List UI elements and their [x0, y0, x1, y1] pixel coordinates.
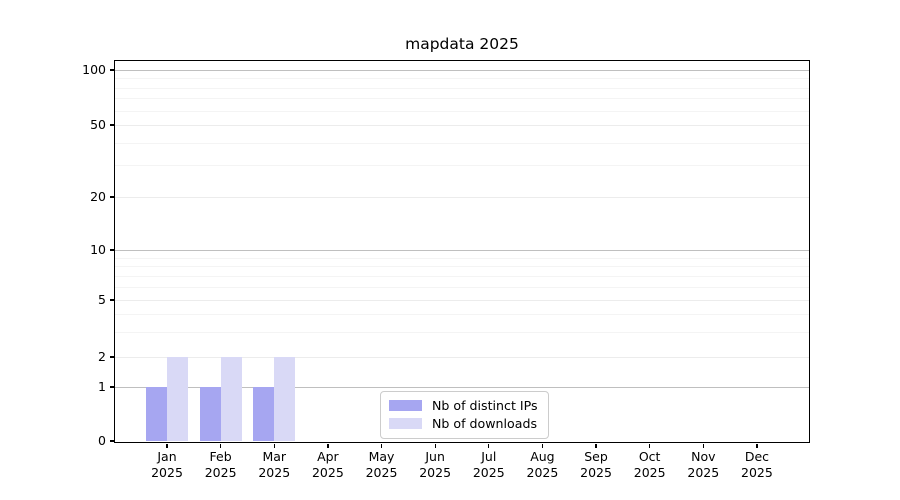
x-tick-mark	[756, 443, 758, 448]
x-tick-mark	[380, 443, 383, 448]
y-tick-label: 20	[90, 189, 106, 204]
y-tick-label: 10	[90, 242, 106, 257]
gridline-major	[115, 357, 809, 358]
y-tick-mark	[109, 249, 114, 251]
y-tick-label: 50	[90, 117, 106, 132]
gridline-minor	[115, 78, 809, 80]
legend-swatch-distinct-ips	[389, 400, 422, 411]
gridline-major	[115, 125, 809, 126]
y-tick-mark	[109, 299, 114, 301]
x-tick-label: Dec 2025	[724, 449, 790, 480]
x-tick-label-year: 2025	[204, 464, 237, 480]
gridline-minor	[115, 98, 809, 100]
x-tick-label: Sep 2025	[563, 449, 629, 480]
x-tick-label-year: 2025	[633, 464, 666, 480]
y-tick-label: 2	[98, 349, 106, 364]
bar-nb-of-downloads	[274, 357, 296, 441]
y-tick-mark	[109, 124, 114, 126]
x-tick-label: Apr 2025	[295, 449, 361, 480]
x-tick-mark	[488, 443, 490, 448]
x-tick-label: Jun 2025	[402, 449, 468, 480]
bar-nb-of-downloads	[167, 357, 188, 441]
y-tick-label: 1	[98, 379, 106, 394]
x-tick-label: Oct 2025	[617, 449, 683, 480]
legend-entry-distinct-ips: Nb of distinct IPs	[389, 398, 538, 413]
x-tick-label: Aug 2025	[509, 449, 575, 480]
x-tick-label-year: 2025	[580, 464, 612, 480]
gridline-minor	[115, 275, 809, 277]
y-tick-mark	[109, 386, 114, 388]
x-tick-mark	[219, 443, 222, 448]
legend-swatch-downloads	[389, 418, 422, 429]
gridline-major	[115, 250, 809, 251]
x-tick-label-year: 2025	[258, 464, 291, 480]
x-tick-label-year: 2025	[365, 464, 398, 480]
gridline-major	[115, 70, 809, 71]
gridline-minor	[115, 257, 809, 259]
gridline-major	[115, 387, 809, 388]
gridline-minor	[115, 110, 809, 112]
y-tick-mark	[109, 440, 114, 442]
gridline-major	[115, 300, 809, 301]
x-tick-label: Jul 2025	[456, 449, 522, 480]
gridline-minor	[115, 286, 809, 288]
bar-nb-of-distinct-ips	[199, 387, 221, 441]
legend-label-downloads: Nb of downloads	[432, 416, 538, 431]
x-tick-mark	[166, 443, 168, 448]
x-tick-label-year: 2025	[311, 464, 344, 480]
x-tick-label: May 2025	[349, 449, 415, 480]
x-tick-label: Feb 2025	[188, 449, 254, 480]
gridline-minor	[115, 266, 809, 268]
x-tick-mark	[541, 443, 544, 448]
x-tick-mark	[327, 443, 329, 448]
gridline-minor	[115, 142, 809, 144]
legend: Nb of distinct IPs Nb of downloads	[380, 391, 549, 439]
x-tick-mark	[595, 443, 597, 448]
x-tick-mark	[649, 443, 651, 448]
gridline-major	[115, 197, 809, 198]
gridline-minor	[115, 331, 809, 333]
x-tick-label-year: 2025	[526, 464, 559, 480]
x-tick-mark	[434, 443, 436, 448]
x-tick-label: Jan 2025	[134, 449, 200, 480]
y-tick-mark	[109, 196, 114, 198]
x-tick-label-year: 2025	[151, 464, 183, 480]
y-tick-mark	[109, 69, 114, 71]
bar-nb-of-downloads	[220, 357, 242, 441]
y-tick-label: 5	[98, 292, 106, 307]
legend-entry-downloads: Nb of downloads	[389, 416, 538, 431]
x-tick-label-year: 2025	[472, 464, 505, 480]
legend-label-distinct-ips: Nb of distinct IPs	[432, 398, 538, 413]
y-tick-label: 0	[98, 433, 106, 448]
x-tick-label: Mar 2025	[241, 449, 307, 480]
gridline-minor	[115, 87, 809, 89]
x-tick-label-year: 2025	[741, 464, 773, 480]
x-tick-label-year: 2025	[687, 464, 720, 480]
x-tick-label: Nov 2025	[670, 449, 736, 480]
y-tick-mark	[109, 356, 114, 358]
x-tick-label-year: 2025	[419, 464, 452, 480]
y-tick-label: 100	[82, 62, 106, 77]
gridline-minor	[115, 313, 809, 315]
plot-area: Nb of distinct IPs Nb of downloads 100 50…	[82, 60, 810, 480]
chart-title: mapdata 2025	[405, 35, 519, 53]
gridline-minor	[115, 165, 809, 167]
bar-nb-of-distinct-ips	[253, 387, 275, 441]
x-tick-mark	[702, 443, 704, 448]
x-tick-mark	[273, 443, 275, 448]
bar-nb-of-distinct-ips	[146, 387, 167, 441]
